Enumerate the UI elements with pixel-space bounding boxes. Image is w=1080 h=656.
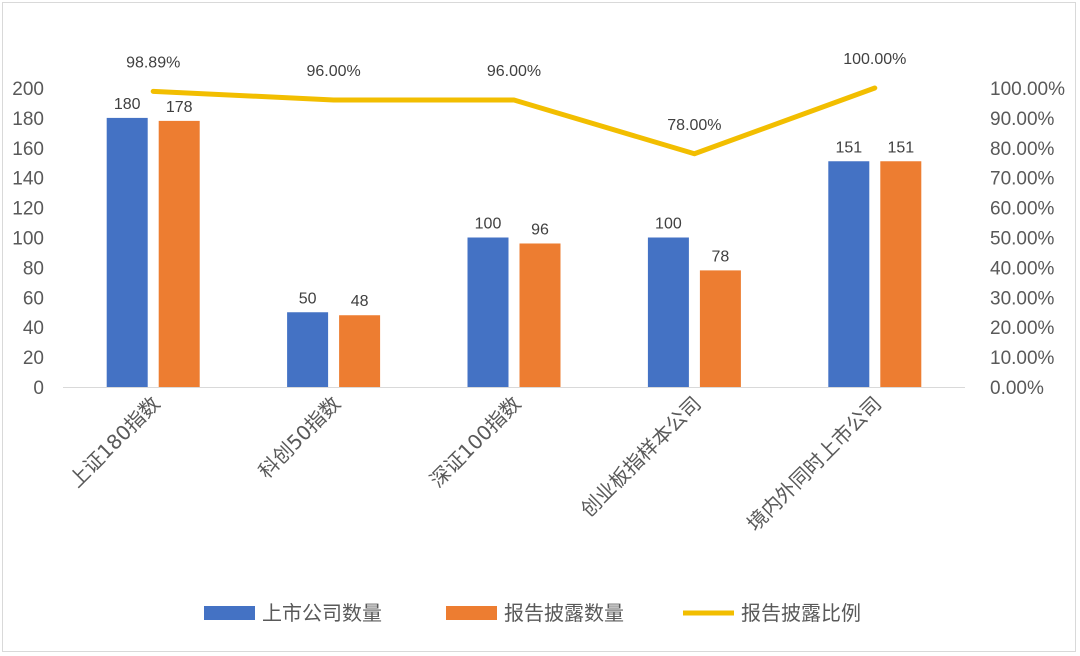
right-axis-ticks: 0.00% 10.00% 20.00% 30.00% 40.00% 50.00% 60.00… xyxy=(990,79,1065,399)
legend-label: 报告披露数量 xyxy=(504,601,624,625)
bar xyxy=(647,237,689,387)
right-axis-tick-label: 50.00% xyxy=(990,229,1055,250)
legend-swatch xyxy=(204,606,255,620)
right-axis-tick-label: 60.00% xyxy=(990,199,1055,220)
bar-data-label: 180 xyxy=(114,96,141,113)
ratio-line xyxy=(150,85,878,157)
right-axis-tick-label: 70.00% xyxy=(990,169,1055,190)
bar-data-label: 100 xyxy=(475,216,502,233)
bar-data-label: 100 xyxy=(655,216,682,233)
legend-label: 上市公司数量 xyxy=(262,601,382,625)
bar xyxy=(287,312,329,387)
bar xyxy=(106,117,148,388)
bar-data-label: 96 xyxy=(531,221,549,238)
line-data-label: 96.00% xyxy=(306,63,360,80)
bars: 180 50 100 100 151 178 48 96 78 151 xyxy=(106,96,922,388)
bar xyxy=(467,237,509,387)
left-axis-tick-label: 40 xyxy=(23,318,44,339)
left-axis-tick-label: 60 xyxy=(23,288,44,309)
right-axis-tick-label: 90.00% xyxy=(990,109,1055,130)
line-data-label: 78.00% xyxy=(667,117,721,134)
left-axis-ticks: 0 20 40 60 80 100 120 140 160 180 200 xyxy=(12,79,44,399)
line-data-label: 98.89% xyxy=(126,54,180,71)
legend: 上市公司数量 报告披露数量 报告披露比例 xyxy=(204,601,861,625)
bar-data-label: 50 xyxy=(299,290,317,307)
category-label: 创业板指样本公司 xyxy=(576,392,706,522)
left-axis-tick-label: 100 xyxy=(12,229,44,250)
line-data-label: 100.00% xyxy=(843,51,906,68)
legend-swatch xyxy=(446,606,497,620)
bar xyxy=(339,315,381,387)
left-axis-tick-label: 120 xyxy=(12,199,44,220)
left-axis-tick-label: 20 xyxy=(23,348,44,369)
category-label: 深证100指数 xyxy=(425,392,526,493)
ratio-line-series: 98.89% 96.00% 96.00% 78.00% 100.00% xyxy=(126,51,906,157)
right-axis-tick-label: 40.00% xyxy=(990,258,1055,279)
legend-label: 报告披露比例 xyxy=(741,601,861,625)
left-axis-tick-label: 160 xyxy=(12,139,44,160)
left-axis-tick-label: 0 xyxy=(33,378,44,399)
bar-data-label: 151 xyxy=(887,139,914,156)
bar xyxy=(828,161,870,387)
line-data-label: 96.00% xyxy=(487,63,541,80)
category-labels: 上证180指数 科创50指数 深证100指数 创业板指样本公司 境内外同时上市公司 xyxy=(64,392,886,536)
right-axis-tick-label: 20.00% xyxy=(990,318,1055,339)
right-axis-tick-label: 80.00% xyxy=(990,139,1055,160)
right-axis-tick-label: 100.00% xyxy=(990,79,1065,100)
bar-data-label: 178 xyxy=(166,99,193,116)
bar xyxy=(519,243,561,387)
left-axis-tick-label: 140 xyxy=(12,169,44,190)
category-label: 科创50指数 xyxy=(254,392,346,484)
right-axis-tick-label: 10.00% xyxy=(990,348,1055,369)
bar-data-label: 48 xyxy=(351,293,369,310)
bar xyxy=(880,161,922,387)
right-axis-tick-label: 0.00% xyxy=(990,378,1044,399)
bar xyxy=(158,120,200,387)
left-axis-tick-label: 180 xyxy=(12,109,44,130)
bar-data-label: 78 xyxy=(712,248,730,265)
right-axis-tick-label: 30.00% xyxy=(990,288,1055,309)
category-label: 上证180指数 xyxy=(64,392,165,493)
bar-data-label: 151 xyxy=(835,139,862,156)
category-label: 境内外同时上市公司 xyxy=(742,392,886,536)
bar xyxy=(699,270,741,387)
left-axis-tick-label: 80 xyxy=(23,258,44,279)
left-axis-tick-label: 200 xyxy=(12,79,44,100)
